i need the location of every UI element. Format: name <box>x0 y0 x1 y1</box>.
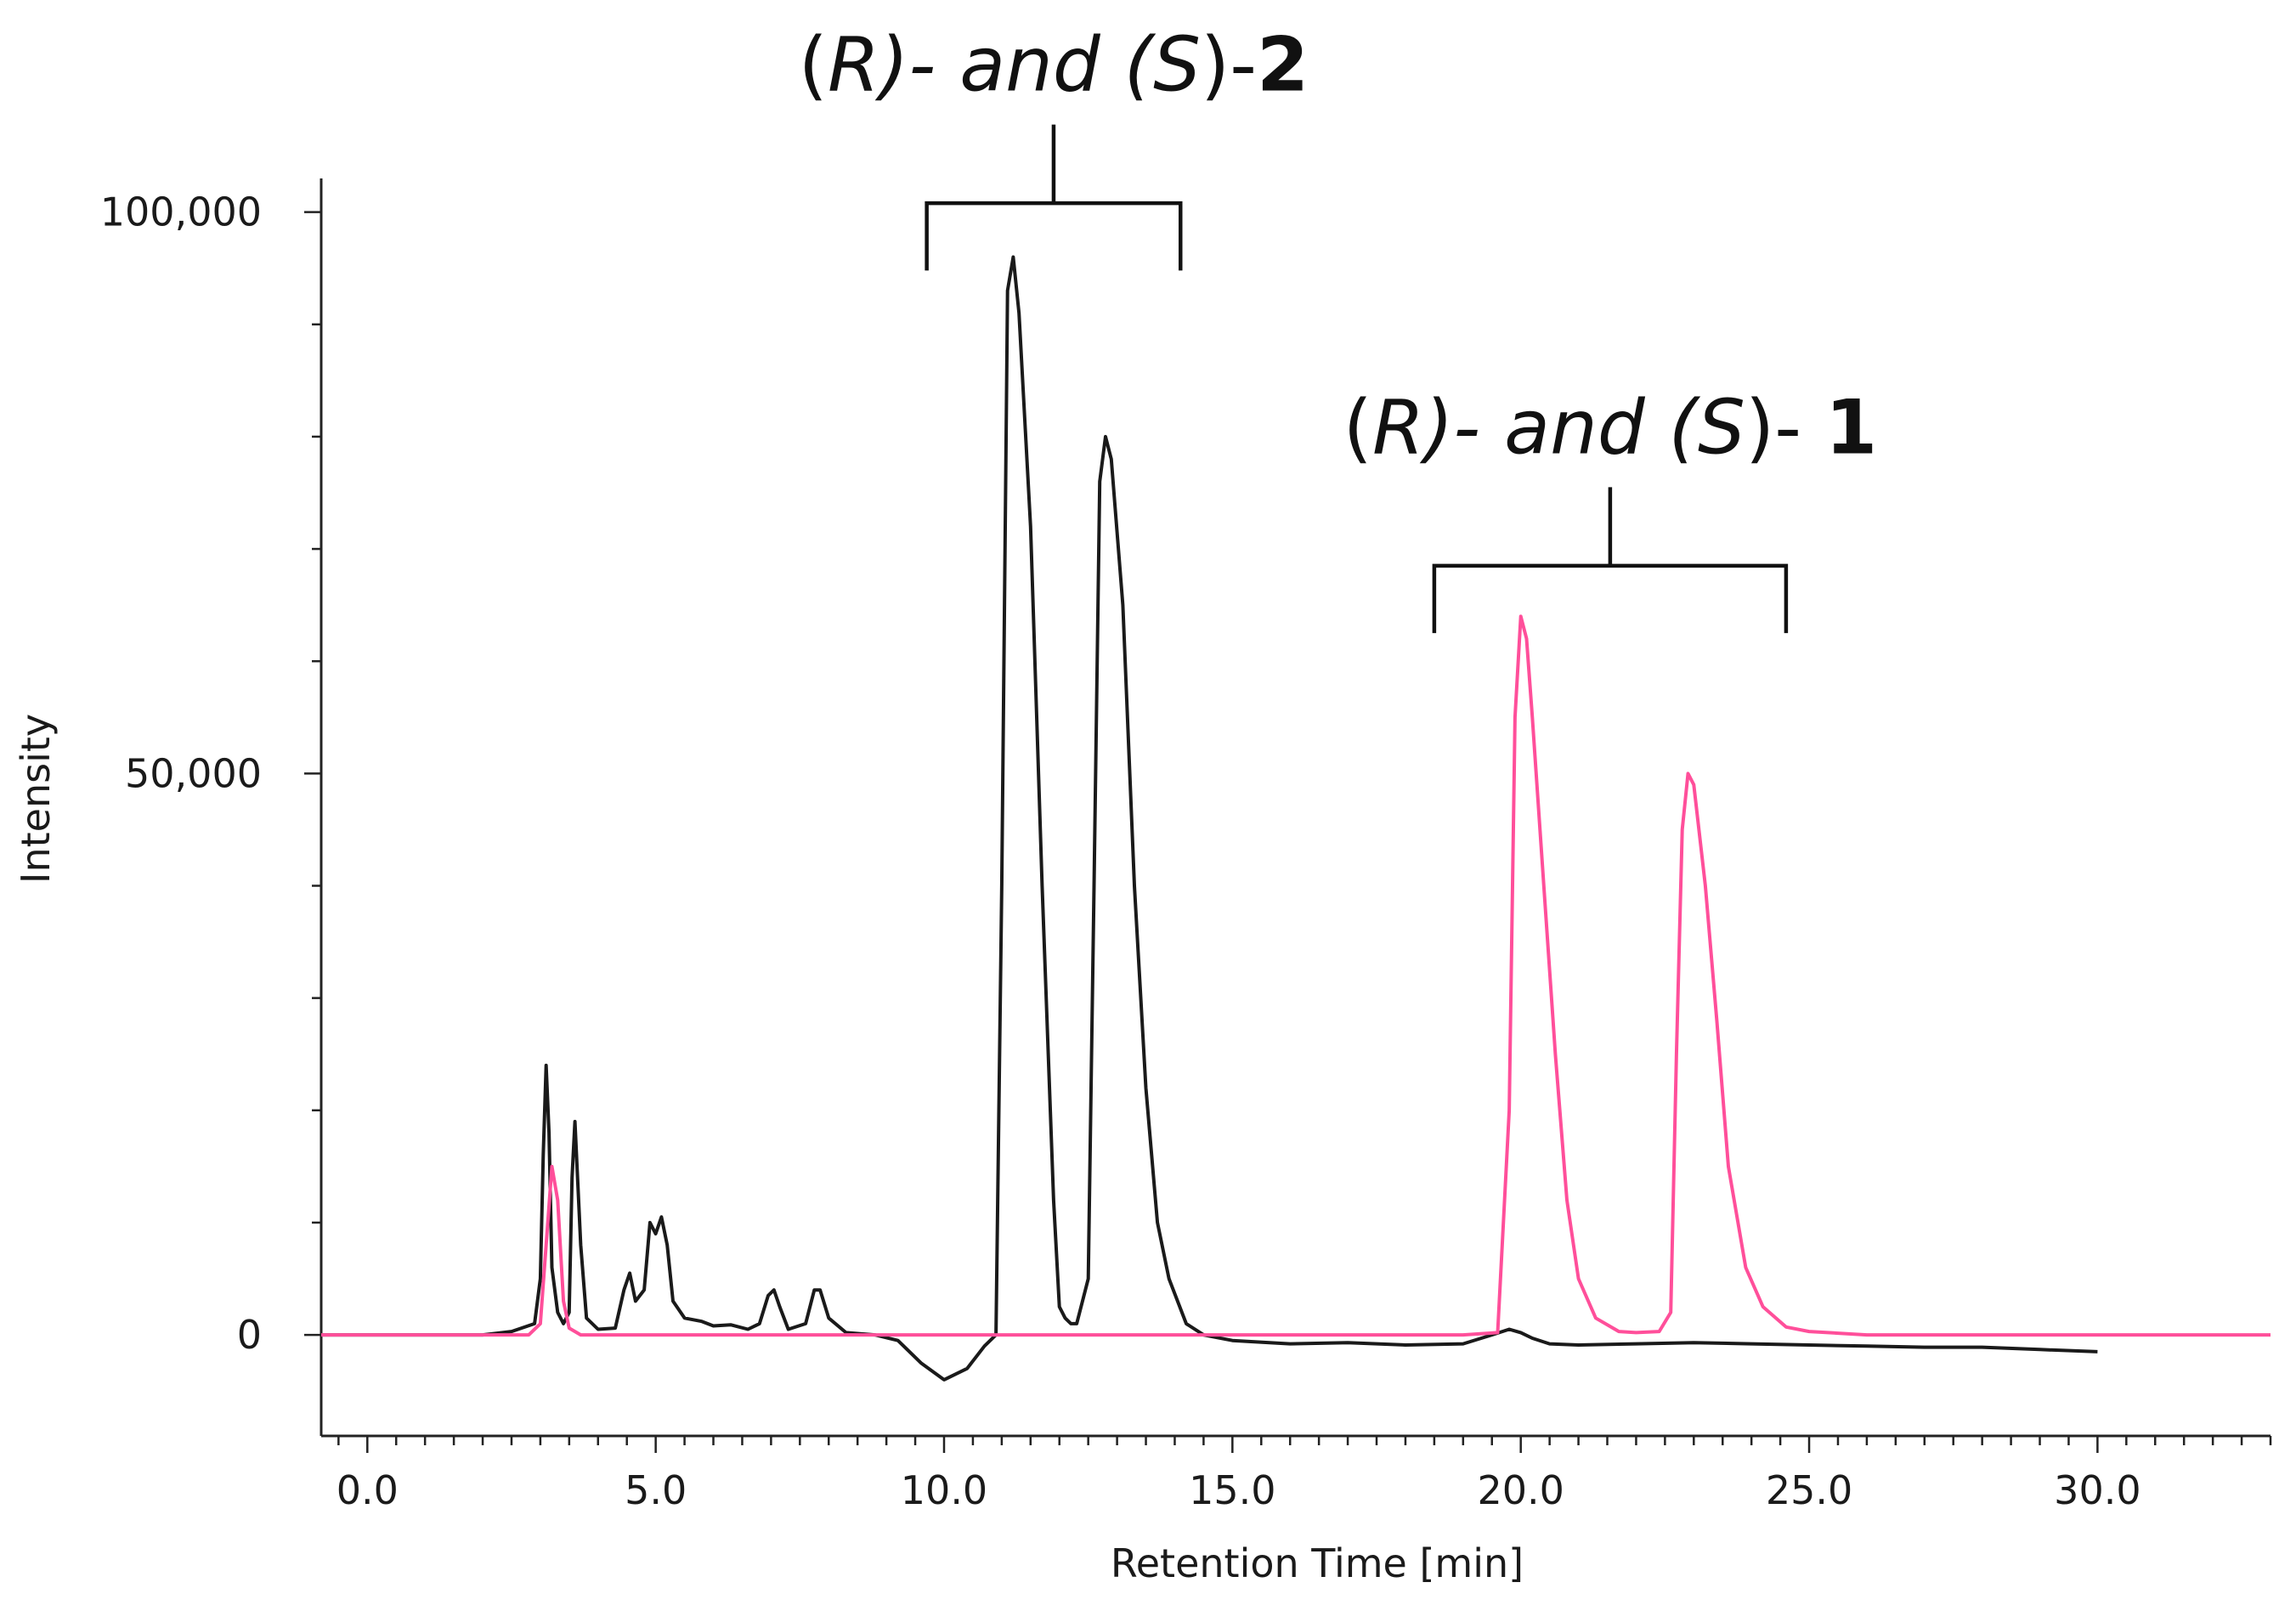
x-tick-label: 25.0 <box>1766 1467 1852 1513</box>
annotation-part: )- and ( <box>874 21 1156 109</box>
annotation-part: R <box>828 21 879 109</box>
annotation-part: )- and ( <box>1419 383 1701 471</box>
series-line-1 <box>321 255 2098 1382</box>
x-tick-label: 20.0 <box>1477 1467 1564 1513</box>
annotation-label: (R)- and (S)- 1 <box>1343 383 1878 471</box>
annotation-part: 1 <box>1825 383 1877 471</box>
series-line-2 <box>321 614 2271 1337</box>
annotation-bracket <box>1432 487 1789 634</box>
annotation-part: )- <box>1745 383 1825 471</box>
annotation-part: ( <box>1343 383 1372 471</box>
annotation-part: S <box>1698 383 1745 471</box>
annotation-label: (R)- and (S)-2 <box>799 21 1309 109</box>
annotation-part: 2 <box>1257 21 1309 109</box>
annotation-part: ( <box>799 21 828 109</box>
y-tick-label: 100,000 <box>100 189 262 235</box>
x-tick-label: 10.0 <box>901 1467 987 1513</box>
annotation-r-s-1: (R)- and (S)- 1 <box>1343 383 1878 634</box>
annotation-bracket <box>925 124 1183 271</box>
y-tick-label: 50,000 <box>125 750 262 796</box>
annotation-r-s-2: (R)- and (S)-2 <box>799 21 1309 271</box>
x-axis-label: Retention Time [min] <box>1111 1540 1524 1586</box>
y-axis-label: Intensity <box>13 714 59 884</box>
axes: 0.0 5.0 10.0 15.0 20.0 25.0 30.0 0 50,000 100,000 <box>100 178 2272 1513</box>
annotation-part: )- <box>1201 21 1257 109</box>
x-tick-label: 0.0 <box>336 1467 399 1513</box>
y-tick-label: 0 <box>237 1312 262 1358</box>
x-tick-label: 30.0 <box>2054 1467 2140 1513</box>
x-tick-label: 5.0 <box>625 1467 687 1513</box>
annotation-part: R <box>1372 383 1424 471</box>
series-layer <box>321 255 2271 1382</box>
annotation-layer: (R)- and (S)-2(R)- and (S)- 1 <box>799 21 1878 634</box>
x-tick-label: 15.0 <box>1189 1467 1275 1513</box>
annotation-part: S <box>1153 21 1201 109</box>
